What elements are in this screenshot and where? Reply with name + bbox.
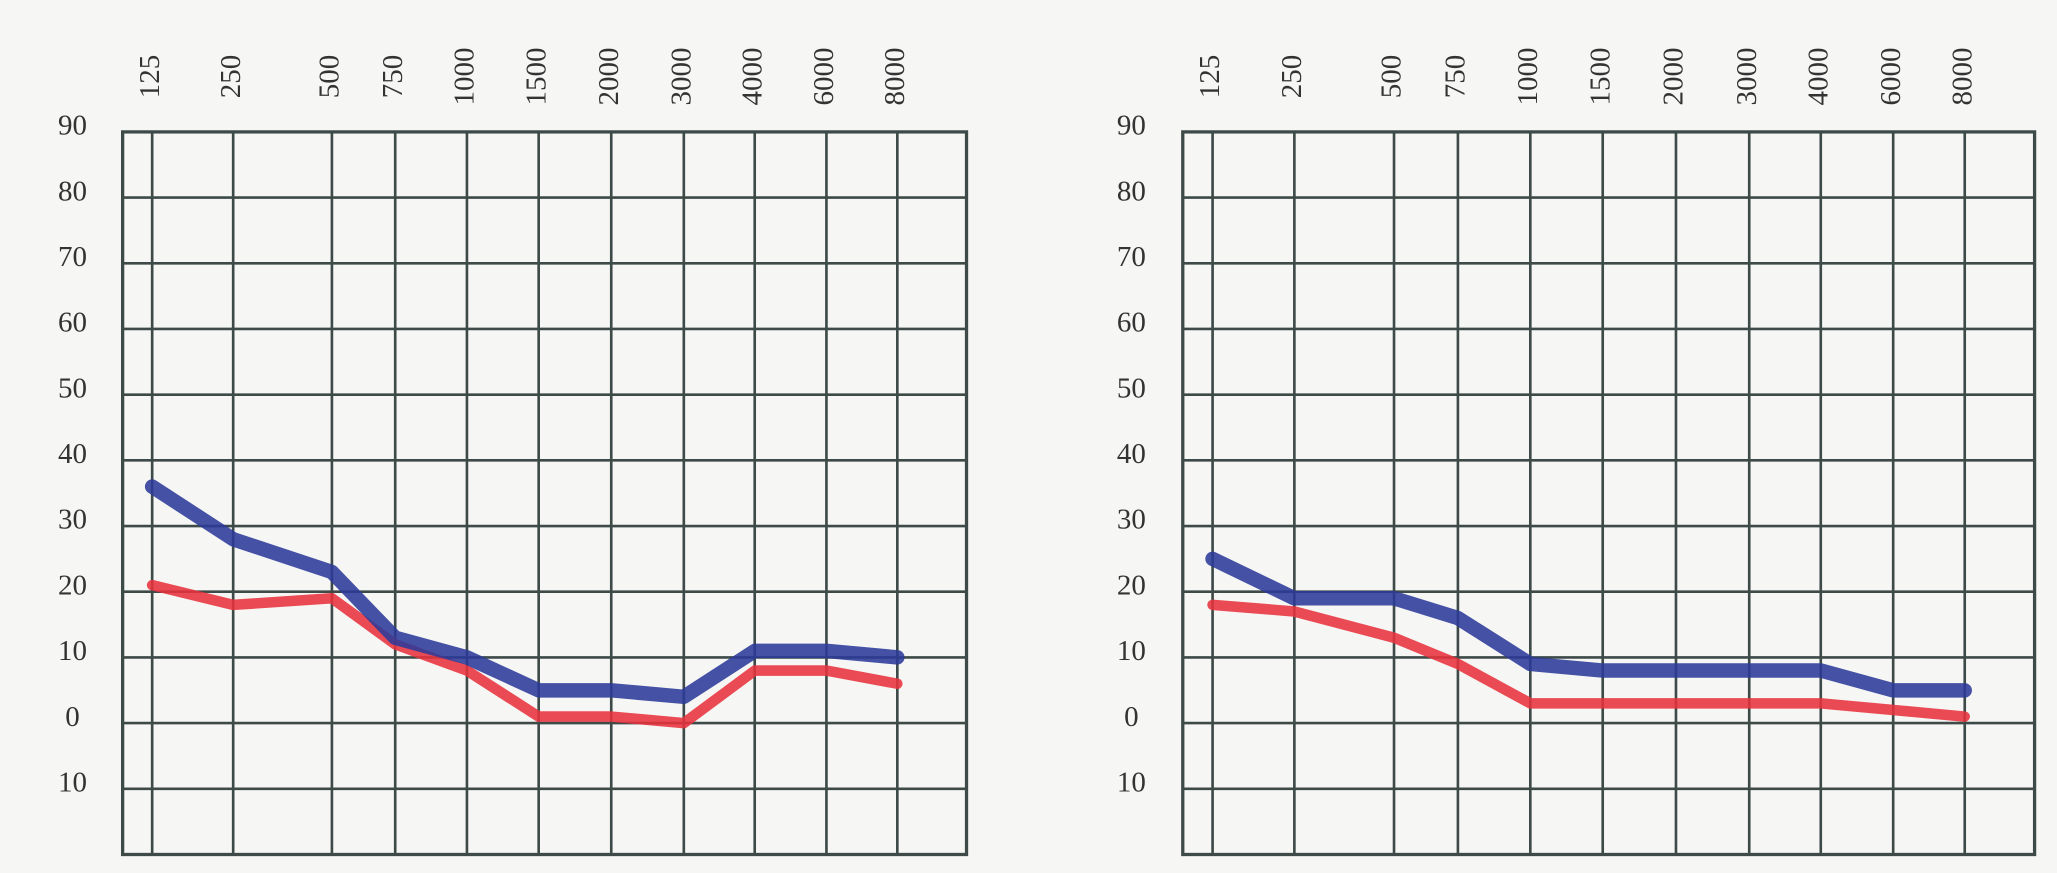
plot-frame [120, 130, 969, 857]
y-tick-label: 70 [1117, 241, 1146, 273]
x-tick-label: 500 [1376, 55, 1408, 99]
x-tick-label: 3000 [1731, 48, 1763, 106]
x-tick-label: 6000 [808, 48, 840, 106]
audiogram-chart: 10 0 10 20 30 40 50 60 70 80 90 125 250 500 750 1000 150… [1117, 48, 2037, 857]
y-tick-label: 60 [58, 307, 87, 339]
x-tick-label: 125 [134, 55, 166, 99]
x-tick-label: 125 [1194, 55, 1226, 99]
x-tick-label: 250 [1276, 55, 1308, 99]
series-line [1207, 599, 1970, 722]
x-tick-label: 2000 [1658, 48, 1690, 106]
y-tick-label: 20 [58, 569, 87, 601]
x-tick-label: 250 [215, 55, 247, 99]
x-tick-label: 8000 [879, 48, 911, 106]
y-tick-label: 40 [1117, 438, 1146, 470]
audiogram-chart: 10 0 10 20 30 40 50 60 70 80 90 125 250 500 750 1000 150… [58, 48, 969, 857]
y-tick-label: 0 [65, 701, 80, 733]
y-tick-label: 80 [1117, 175, 1146, 207]
y-tick-label: 30 [1117, 504, 1146, 536]
series-line [1205, 551, 1972, 698]
x-tick-label: 8000 [1946, 48, 1978, 106]
plot-frame [1181, 130, 2037, 857]
y-tick-label: 10 [58, 635, 87, 667]
x-tick-label: 2000 [593, 48, 625, 106]
y-tick-label: 80 [58, 175, 87, 207]
x-tick-label: 1000 [449, 48, 481, 106]
y-tick-label: 10 [1117, 635, 1146, 667]
y-tick-label: 90 [1117, 110, 1146, 142]
y-tick-label: 0 [1124, 701, 1139, 733]
y-tick-label: 50 [1117, 372, 1146, 404]
series-line [144, 479, 905, 705]
y-tick-label: 10 [58, 767, 87, 799]
y-tick-label: 90 [58, 110, 87, 142]
x-tick-label: 750 [1440, 55, 1472, 99]
x-tick-label: 1000 [1512, 48, 1544, 106]
x-tick-label: 6000 [1875, 48, 1907, 106]
x-tick-label: 1500 [1584, 48, 1616, 106]
y-tick-label: 10 [1117, 767, 1146, 799]
x-tick-label: 500 [314, 55, 346, 99]
y-tick-label: 50 [58, 372, 87, 404]
x-tick-label: 750 [377, 55, 409, 99]
x-tick-label: 4000 [736, 48, 768, 106]
series-line [146, 579, 903, 729]
x-tick-label: 3000 [665, 48, 697, 106]
y-tick-label: 70 [58, 241, 87, 273]
y-tick-label: 30 [58, 504, 87, 536]
y-tick-label: 40 [58, 438, 87, 470]
y-tick-label: 20 [1117, 569, 1146, 601]
x-tick-label: 1500 [520, 48, 552, 106]
y-tick-label: 60 [1117, 307, 1146, 339]
x-tick-label: 4000 [1802, 48, 1834, 106]
